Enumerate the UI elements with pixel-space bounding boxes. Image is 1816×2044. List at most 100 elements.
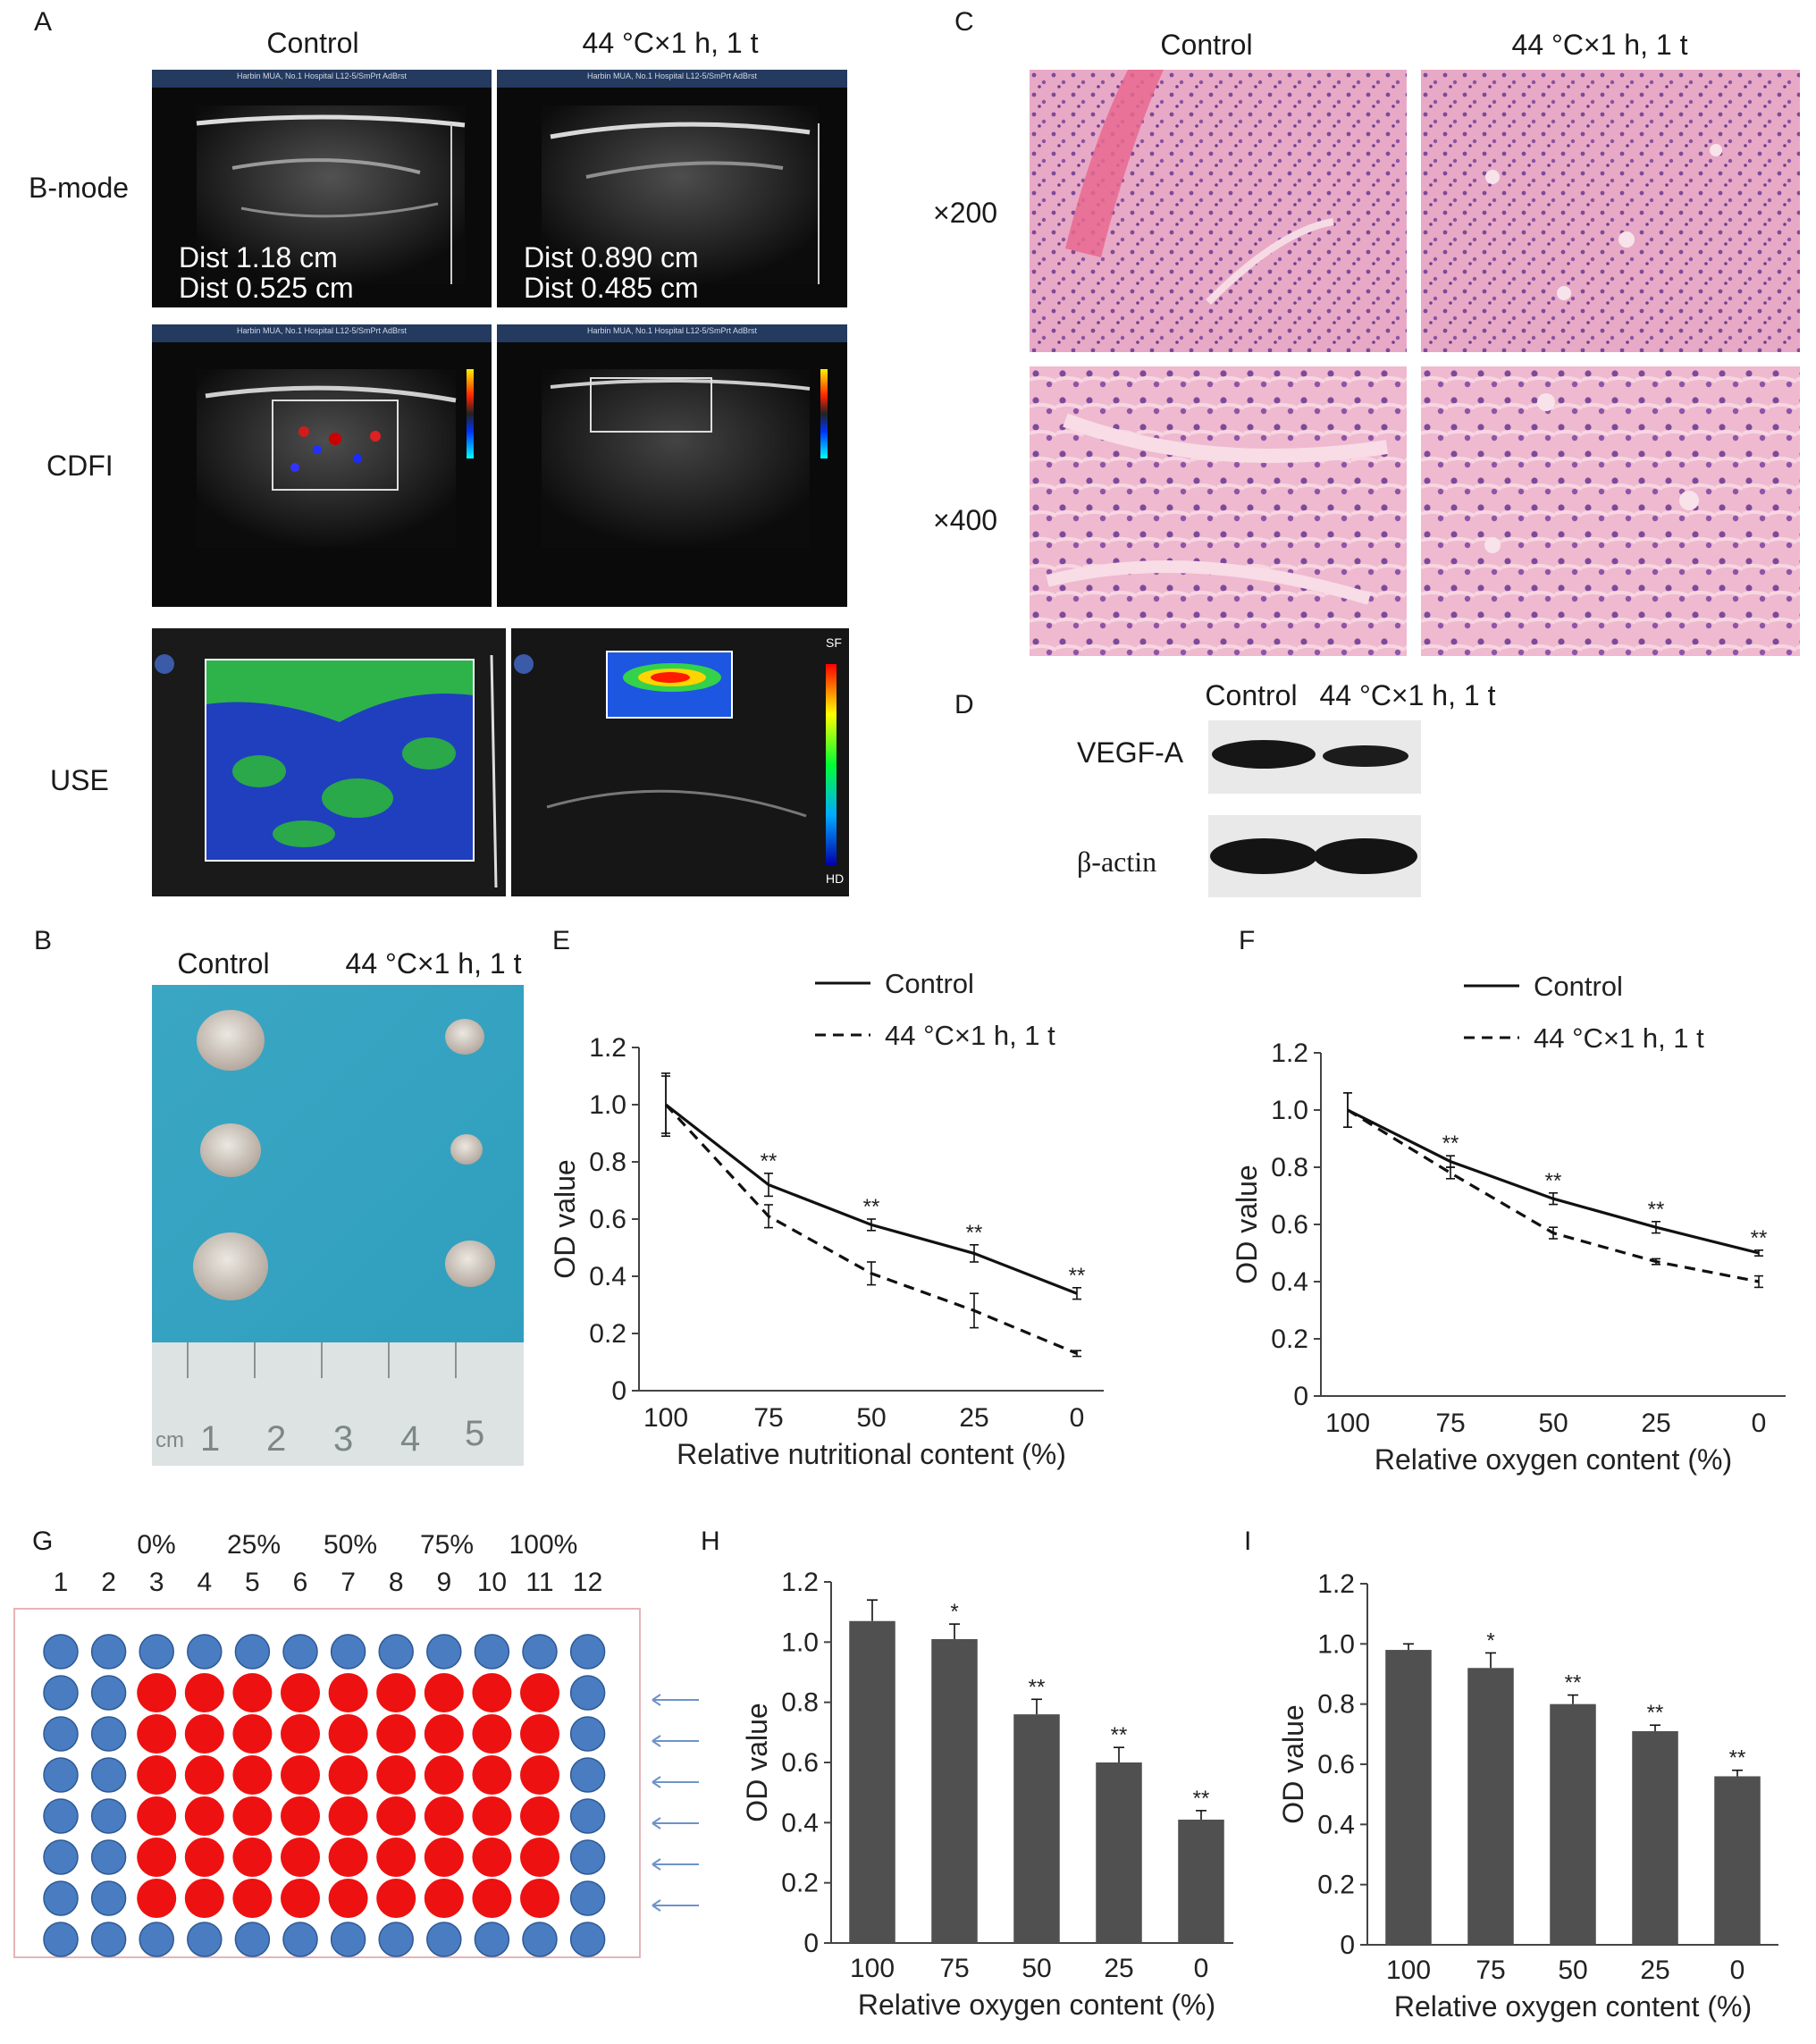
row-label-beta-actin: β-actin xyxy=(1077,845,1157,878)
significance-marker: ** xyxy=(1751,1226,1768,1250)
treated-well xyxy=(281,1879,320,1918)
x-axis-title: Relative nutritional content (%) xyxy=(677,1438,1066,1470)
y-tick-label: 0.4 xyxy=(1317,1810,1355,1839)
control-well xyxy=(43,1798,79,1834)
significance-marker: ** xyxy=(761,1149,778,1173)
arrow-left-icon xyxy=(652,1817,661,1830)
treated-well xyxy=(424,1796,464,1836)
arrow-left-icon xyxy=(652,1776,661,1788)
control-well xyxy=(187,1634,223,1670)
treated-well xyxy=(328,1838,368,1877)
x-axis-title: Relative oxygen content (%) xyxy=(1375,1443,1732,1476)
control-well xyxy=(330,1922,366,1957)
x-tick-label: 25 xyxy=(1641,1409,1670,1438)
treated-well xyxy=(232,1714,273,1754)
y-tick-label: 0.6 xyxy=(781,1748,819,1778)
chart-h: 0 0.2 0.4 0.6 0.8 1.0 1.2 100 * 75 ** 50 ** 25 ** 0 Rela… xyxy=(741,1568,1233,2021)
control-well xyxy=(90,1922,127,1957)
x-tick-label: 25 xyxy=(1104,1954,1133,1983)
panel-b-header-control: Control xyxy=(177,947,270,980)
significance-marker: ** xyxy=(1111,1723,1128,1747)
treated-well xyxy=(137,1673,177,1712)
chart-f: 0 0.2 0.4 0.6 0.8 1.0 1.2 100 75 50 25 0 Relative ox… xyxy=(1231,971,1786,1476)
control-well xyxy=(426,1634,462,1670)
ruler-number-5: 5 xyxy=(465,1414,485,1453)
treated-well xyxy=(376,1838,416,1877)
y-tick-label: 1.2 xyxy=(781,1568,819,1597)
bar xyxy=(1385,1650,1432,1945)
control-well xyxy=(234,1922,271,1957)
bar xyxy=(1550,1703,1596,1945)
treated-well xyxy=(137,1838,177,1877)
control-well xyxy=(90,1634,127,1670)
bar xyxy=(1013,1714,1060,1943)
y-tick-label: 0.8 xyxy=(1317,1690,1355,1720)
ruler-number-1: 1 xyxy=(200,1419,221,1459)
treated-well xyxy=(376,1796,416,1836)
histology-control-x400 xyxy=(1030,366,1407,656)
y-tick-label: 1.2 xyxy=(1271,1039,1308,1068)
control-well xyxy=(569,1675,606,1711)
y-tick-label: 0.4 xyxy=(589,1262,626,1291)
panel-b-header-treated: 44 °C×1 h, 1 t xyxy=(345,947,522,980)
x-axis-title: Relative oxygen content (%) xyxy=(1394,1990,1752,2023)
control-well xyxy=(43,1675,79,1711)
panel-a-header-control: Control xyxy=(266,27,359,59)
treated-well xyxy=(281,1714,320,1754)
y-tick-label: 0 xyxy=(1340,1930,1355,1960)
y-axis-title: OD value xyxy=(741,1703,773,1821)
significance-marker: ** xyxy=(1545,1169,1562,1193)
y-tick-label: 0.2 xyxy=(1317,1871,1355,1900)
plate-column-number: 6 xyxy=(293,1568,308,1597)
legend-label: 44 °C×1 h, 1 t xyxy=(885,1020,1055,1051)
bmode-treated-dist-2: Dist 0.485 cm xyxy=(524,272,699,304)
arrow-left-icon xyxy=(652,1858,661,1871)
ultrasound-header-text: Harbin MUA, No.1 Hospital L12-5/SmPrt Ad… xyxy=(586,326,758,335)
treated-well xyxy=(232,1879,273,1918)
y-tick-label: 0.6 xyxy=(1317,1750,1355,1779)
treated-well xyxy=(424,1673,464,1712)
treated-well xyxy=(184,1755,224,1795)
plate-column-number: 7 xyxy=(340,1568,356,1597)
panel-label-b: B xyxy=(34,926,53,955)
panel-label-d: D xyxy=(954,690,974,719)
y-tick-label: 0.2 xyxy=(589,1319,626,1349)
chart-i: 0 0.2 0.4 0.6 0.8 1.0 1.2 100 * 75 ** 50 ** 25 ** 0 Rela… xyxy=(1278,1569,1778,2023)
x-tick-label: 50 xyxy=(856,1403,886,1433)
treated-well xyxy=(424,1755,464,1795)
panel-label-f: F xyxy=(1239,926,1256,955)
control-well xyxy=(90,1716,127,1752)
treated-well xyxy=(328,1755,368,1795)
x-tick-label: 25 xyxy=(1640,1956,1669,1985)
treated-well xyxy=(376,1879,416,1918)
y-tick-label: 0.8 xyxy=(1271,1153,1308,1182)
y-tick-label: 0.8 xyxy=(589,1148,626,1177)
control-well xyxy=(569,1839,606,1875)
arrow-left-icon xyxy=(652,1694,661,1706)
treated-well xyxy=(472,1755,512,1795)
cdfi-image-control: Harbin MUA, No.1 Hospital L12-5/SmPrt Ad… xyxy=(152,324,492,607)
x-tick-label: 0 xyxy=(1730,1956,1745,1985)
y-tick-label: 0 xyxy=(611,1376,626,1406)
control-well xyxy=(522,1634,558,1670)
arrow-left-icon xyxy=(652,1899,661,1912)
plate-column-number: 2 xyxy=(101,1568,116,1597)
plate-column-number: 3 xyxy=(149,1568,164,1597)
row-label-use: USE xyxy=(50,764,109,796)
x-tick-label: 75 xyxy=(1476,1956,1505,1985)
treated-well xyxy=(137,1714,177,1754)
control-well xyxy=(569,1716,606,1752)
histology-control-x200 xyxy=(1030,70,1407,352)
treated-well xyxy=(328,1796,368,1836)
x-tick-label: 100 xyxy=(643,1403,688,1433)
panel-d-header-control: Control xyxy=(1205,679,1298,711)
x-tick-label: 75 xyxy=(753,1403,783,1433)
bar xyxy=(1178,1819,1224,1943)
bar xyxy=(931,1638,978,1943)
plate-percent-label: 75% xyxy=(420,1530,474,1560)
y-tick-label: 1.0 xyxy=(1317,1629,1355,1659)
panel-label-g: G xyxy=(32,1527,54,1556)
treated-well xyxy=(328,1879,368,1918)
y-tick-label: 0.4 xyxy=(781,1808,819,1838)
